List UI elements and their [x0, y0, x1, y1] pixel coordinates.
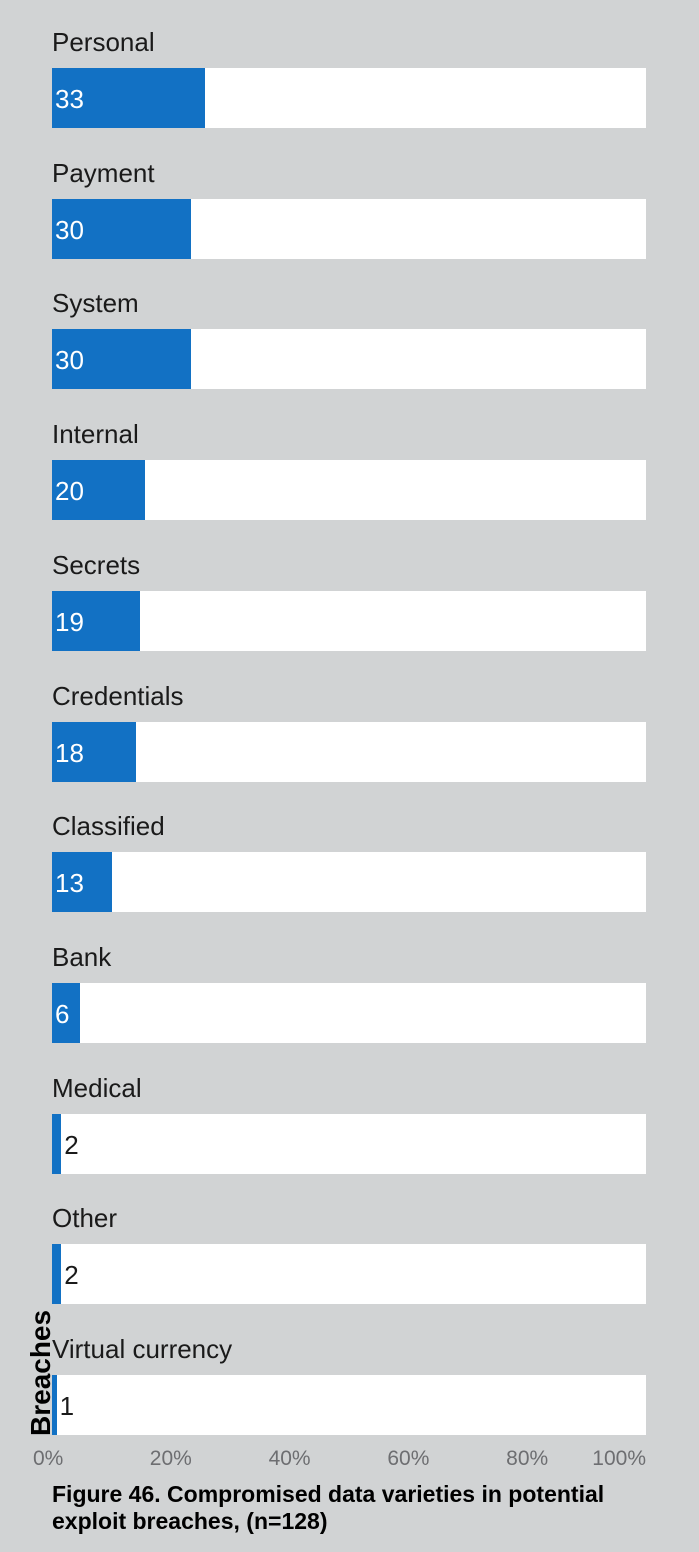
x-tick-label: 40%	[268, 1447, 311, 1470]
category-label: System	[52, 288, 139, 319]
bar-track: 20	[52, 460, 646, 521]
bar-track: 19	[52, 590, 646, 651]
category-label: Personal	[52, 27, 155, 57]
bar	[52, 198, 192, 259]
x-tick-label: 0%	[33, 1447, 64, 1470]
bar	[52, 982, 80, 1043]
figure-caption: Figure 46. Compromised data varieties in…	[52, 1481, 605, 1534]
category-label: Medical	[52, 1072, 142, 1103]
bar-track: 1	[52, 1375, 646, 1435]
bar	[52, 1244, 62, 1305]
x-tick-label: 20%	[149, 1447, 192, 1470]
value-label: 33	[55, 84, 84, 114]
bar	[52, 68, 206, 128]
category-label: Credentials	[52, 680, 184, 711]
bar-track: 30	[52, 198, 646, 259]
y-axis-label: Breaches	[25, 1309, 56, 1436]
value-label: 2	[64, 1129, 79, 1160]
category-label: Other	[52, 1203, 118, 1234]
bar	[52, 329, 192, 390]
category-label: Secrets	[52, 549, 141, 580]
value-label: 13	[55, 868, 84, 899]
bar-track: 2	[52, 1113, 646, 1174]
category-label: Bank	[52, 941, 112, 972]
value-label: 30	[55, 345, 84, 376]
bar	[52, 1375, 57, 1435]
bar	[52, 721, 136, 782]
bar-track: 33	[52, 68, 646, 128]
bar	[52, 590, 141, 651]
bar-track: 18	[52, 721, 646, 782]
category-label: Payment	[52, 157, 155, 188]
bar-track: 6	[52, 982, 646, 1043]
bar-track: 2	[52, 1244, 646, 1305]
value-label: 6	[55, 998, 70, 1029]
value-label: 1	[59, 1391, 75, 1421]
category-label: Classified	[52, 811, 165, 842]
x-tick-label: 60%	[387, 1447, 430, 1470]
bar-track: 30	[52, 329, 646, 390]
category-label: Internal	[52, 419, 139, 450]
x-tick-label: 100%	[592, 1447, 646, 1470]
bar	[52, 460, 145, 521]
bar	[52, 1113, 62, 1174]
value-label: 2	[64, 1260, 79, 1291]
x-tick-label: 80%	[506, 1447, 549, 1470]
bar-track: 13	[52, 852, 646, 913]
value-label: 20	[55, 476, 84, 507]
value-label: 30	[55, 214, 84, 245]
bar	[52, 852, 113, 913]
value-label: 18	[55, 737, 84, 768]
category-label: Virtual currency	[52, 1334, 233, 1364]
value-label: 19	[55, 606, 84, 637]
